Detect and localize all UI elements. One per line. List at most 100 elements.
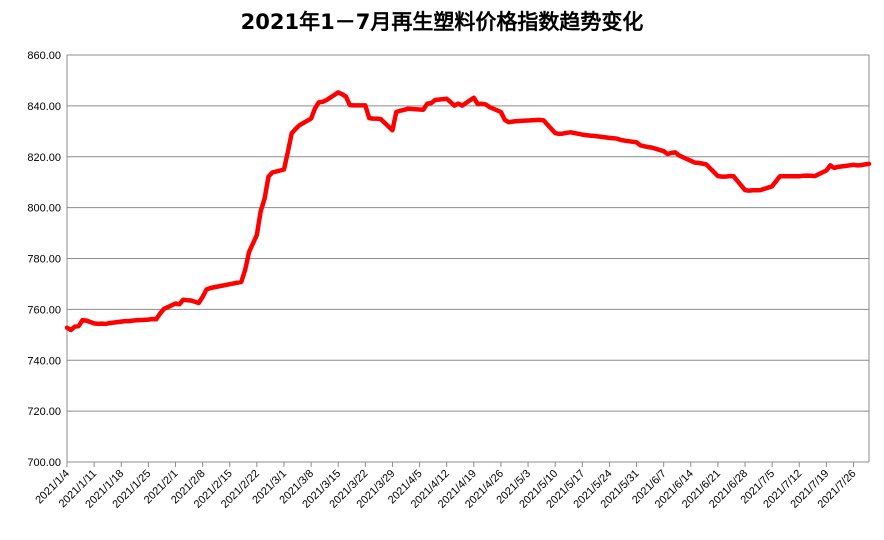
data-point: [639, 144, 642, 146]
data-point: [775, 180, 777, 182]
data-point: [372, 118, 374, 120]
data-point: [581, 134, 583, 136]
data-point: [539, 119, 541, 121]
y-tick-label: 760.00: [27, 304, 61, 316]
data-point: [558, 133, 560, 135]
data-point: [453, 105, 455, 107]
data-point: [426, 103, 428, 105]
data-point: [391, 129, 393, 131]
data-point: [97, 323, 99, 325]
data-point: [802, 175, 804, 177]
data-point: [182, 299, 184, 301]
data-point: [446, 98, 448, 100]
data-point: [120, 321, 122, 323]
data-point: [178, 303, 180, 305]
data-point: [287, 151, 289, 153]
data-point: [78, 325, 80, 327]
data-point: [806, 175, 808, 177]
data-point: [759, 189, 762, 191]
data-point: [837, 166, 839, 168]
data-point: [190, 299, 192, 302]
y-tick-label: 740.00: [27, 355, 61, 367]
y-tick-labels: 700.00 720.00 740.00 760.00 780.00 800.00 820.…: [27, 50, 61, 469]
data-point: [554, 132, 556, 134]
data-point: [310, 118, 312, 120]
data-point: [508, 121, 510, 123]
data-point: [829, 164, 831, 166]
data-point: [314, 107, 316, 109]
data-point: [543, 119, 545, 121]
data-point: [74, 326, 76, 328]
data-point: [318, 101, 320, 103]
y-tick-label: 860.00: [27, 50, 61, 62]
data-point: [368, 117, 370, 119]
data-point: [151, 318, 153, 320]
data-point: [678, 154, 680, 157]
data-point: [267, 176, 270, 178]
data-point: [635, 141, 638, 143]
data-point: [833, 167, 835, 169]
data-point: [864, 163, 866, 165]
data-point: [109, 322, 111, 324]
data-point: [353, 104, 355, 106]
y-tick-label: 840.00: [27, 101, 61, 113]
data-point: [484, 103, 486, 105]
data-point: [174, 302, 177, 305]
data-point: [481, 103, 483, 105]
data-point: [66, 327, 68, 329]
data-point: [105, 323, 107, 325]
data-point: [860, 164, 862, 166]
data-point: [298, 124, 301, 126]
data-point: [810, 175, 812, 177]
y-tick-label: 720.00: [27, 406, 61, 418]
data-point: [477, 103, 479, 105]
data-point: [597, 135, 599, 137]
data-point: [101, 323, 103, 325]
data-point: [81, 319, 84, 321]
data-point: [612, 137, 614, 139]
data-point: [787, 175, 789, 177]
data-point: [752, 189, 754, 191]
data-point: [697, 162, 700, 164]
data-point: [852, 164, 855, 166]
y-tick-label: 820.00: [27, 152, 61, 164]
data-point: [624, 140, 626, 142]
data-point: [349, 104, 351, 106]
data-point: [407, 108, 409, 110]
data-point: [570, 131, 572, 133]
data-point: [322, 101, 324, 103]
data-point: [337, 91, 339, 93]
data-point: [399, 110, 401, 112]
data-point: [430, 102, 432, 104]
data-point: [271, 171, 273, 174]
data-point: [616, 138, 618, 140]
data-point: [198, 302, 200, 304]
data-point: [841, 165, 843, 167]
data-point: [725, 176, 727, 178]
x-tick-labels: 2021/1/42021/1/112021/1/182021/1/252021/…: [33, 468, 858, 511]
data-point: [701, 163, 704, 165]
data-point: [589, 135, 591, 137]
data-point: [256, 234, 258, 236]
data-point: [295, 128, 297, 130]
data-point: [291, 132, 293, 134]
data-point: [147, 319, 149, 321]
data-point: [244, 269, 246, 271]
data-point: [260, 210, 262, 212]
data-point: [500, 111, 502, 113]
data-point: [663, 150, 665, 152]
data-point: [585, 134, 587, 136]
data-point: [132, 320, 134, 322]
data-point: [732, 175, 735, 177]
data-point: [364, 104, 366, 106]
data-point: [670, 152, 673, 154]
series-line-0: [64, 90, 872, 333]
data-point: [422, 109, 424, 111]
data-point: [124, 320, 126, 322]
data-point: [403, 109, 405, 111]
data-point: [85, 320, 87, 322]
data-point: [593, 135, 595, 137]
data-point: [264, 198, 266, 200]
data-point: [856, 164, 859, 166]
data-point: [136, 319, 138, 321]
